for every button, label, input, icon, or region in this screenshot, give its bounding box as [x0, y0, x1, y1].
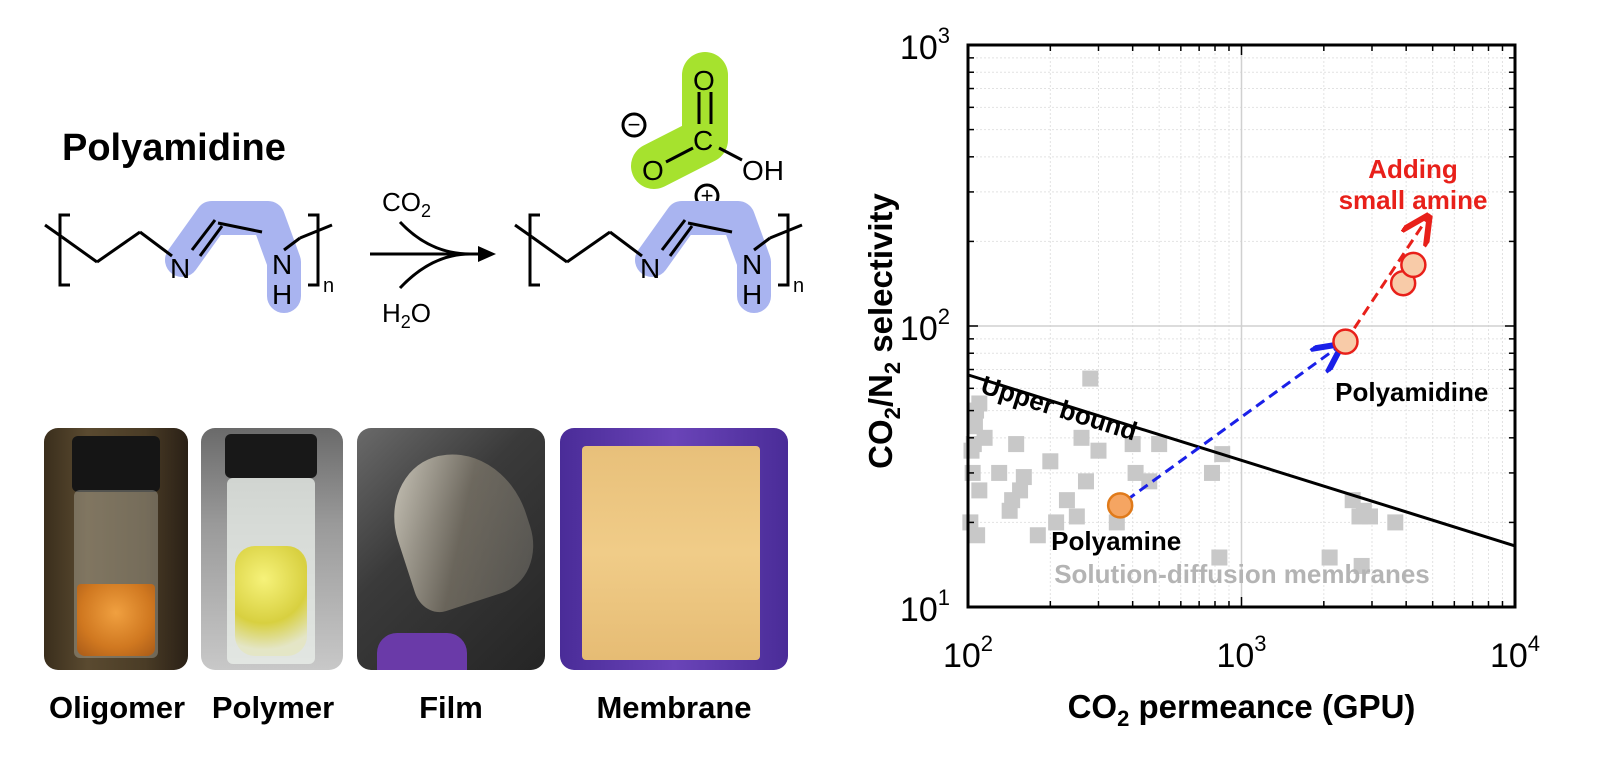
solution-diffusion-point — [1151, 436, 1168, 453]
scheme-title: Polyamidine — [62, 127, 286, 169]
repeat-n: n — [323, 275, 334, 297]
solution-diffusion-point — [1015, 469, 1032, 486]
polyamidine-point — [1400, 251, 1427, 279]
x-tick-label: 103 — [1216, 631, 1266, 675]
label-polymer: Polymer — [211, 690, 335, 725]
polymer-photo — [201, 428, 343, 670]
polyamine-point — [1106, 492, 1134, 519]
solution-diffusion-point — [1203, 464, 1220, 481]
solution-diffusion-point — [1124, 436, 1141, 453]
annotation-label: Adding — [1368, 154, 1458, 184]
y-axis-label: CO2/N2 selectivity — [862, 192, 905, 468]
reaction-arrow — [370, 220, 496, 290]
solution-diffusion-point — [1090, 442, 1107, 459]
oligomer-photo — [44, 428, 188, 670]
annotation-label: small amine — [1339, 185, 1488, 215]
vial-cap — [72, 436, 160, 492]
solution-diffusion-point — [1029, 527, 1046, 544]
reaction-scheme: Polyamidine N N H n C — [44, 52, 804, 332]
solution-diffusion-point — [971, 482, 988, 499]
solution-diffusion-point — [971, 395, 988, 412]
solution-diffusion-point — [991, 464, 1008, 481]
carbonate-O-top: O — [693, 65, 715, 96]
y-tick-label: 102 — [900, 304, 950, 348]
solution-diffusion-point — [1361, 508, 1378, 525]
bicarbonate-highlight — [631, 52, 728, 189]
x-axis-label: CO2 permeance (GPU) — [1068, 688, 1416, 731]
atom-NH-H-product: H — [742, 279, 762, 310]
amidine-highlight-reactant — [165, 201, 301, 313]
x-tick-label: 104 — [1490, 631, 1540, 675]
reagent-h2o: H2O — [382, 298, 431, 332]
polyamidine-structure — [44, 213, 333, 287]
polyamidinium-structure — [514, 213, 803, 287]
solution-diffusion-point — [1127, 464, 1144, 481]
oligomer-powder — [77, 584, 155, 656]
film-photo — [357, 428, 545, 670]
small-amine-arrow — [1344, 219, 1426, 343]
bicarbonate-structure — [621, 92, 743, 209]
solution-diffusion-point — [1082, 370, 1099, 387]
label-membrane: Membrane — [596, 690, 752, 725]
atom-NH-N-product: N — [742, 249, 762, 280]
solution-diffusion-point — [1068, 508, 1085, 525]
atom-N-product: N — [640, 253, 660, 284]
atom-NH-H: H — [272, 279, 292, 310]
carbonate-C: C — [693, 125, 713, 156]
repeat-n-product: n — [793, 275, 804, 297]
vial-cap — [225, 434, 317, 478]
annotation-label: Solution-diffusion membranes — [1054, 559, 1430, 589]
solution-diffusion-point — [1012, 482, 1029, 499]
x-tick-label: 102 — [943, 631, 993, 675]
atom-NH-N: N — [272, 249, 292, 280]
upper-bound-line — [967, 373, 1516, 548]
solution-diffusion-point — [1048, 514, 1065, 531]
solution-diffusion-point — [1073, 429, 1090, 446]
membrane-photo — [560, 428, 788, 670]
polyamidine-point — [1332, 328, 1359, 355]
amidine-highlight-product — [635, 201, 771, 313]
solution-diffusion-point — [1211, 549, 1228, 566]
membrane-sheet — [582, 446, 760, 660]
film-sheet — [377, 435, 545, 619]
polyamine-to-polyamidine-arrow — [1125, 347, 1338, 502]
selectivity-permeance-chart: Upper bound Polyamine Polyamidine Addingsma… — [862, 23, 1540, 731]
solution-diffusion-point — [1042, 453, 1059, 470]
label-film: Film — [419, 690, 483, 725]
carbonate-O-left: O — [642, 155, 664, 186]
y-tick-label: 103 — [900, 23, 950, 67]
upper-bound-label: Upper bound — [978, 370, 1141, 447]
solution-diffusion-point — [976, 429, 993, 446]
minus-charge-icon: − — [628, 112, 641, 137]
scheme-panel: Polyamidine N N H n C — [44, 52, 804, 725]
chart-panel: Upper bound Polyamine Polyamidine Adding sma… — [840, 0, 1600, 771]
reagent-co2: CO2 — [382, 187, 431, 221]
annotation-label: Polyamidine — [1335, 377, 1488, 407]
solution-diffusion-point — [1077, 473, 1094, 490]
annotation-label: Polyamine — [1051, 526, 1181, 556]
solution-diffusion-point — [1008, 436, 1025, 453]
solution-diffusion-point — [1321, 549, 1338, 566]
label-oligomer: Oligomer — [48, 690, 186, 725]
polymer-chunks — [235, 546, 307, 656]
solution-diffusion-point — [1387, 514, 1404, 531]
carbonate-OH: OH — [742, 155, 784, 186]
y-tick-label: 101 — [900, 585, 950, 629]
atom-N: N — [170, 253, 190, 284]
solution-diffusion-point — [1058, 492, 1075, 509]
solution-diffusion-point — [1353, 557, 1370, 574]
glove-hand — [377, 633, 467, 670]
solution-diffusion-point — [969, 527, 986, 544]
